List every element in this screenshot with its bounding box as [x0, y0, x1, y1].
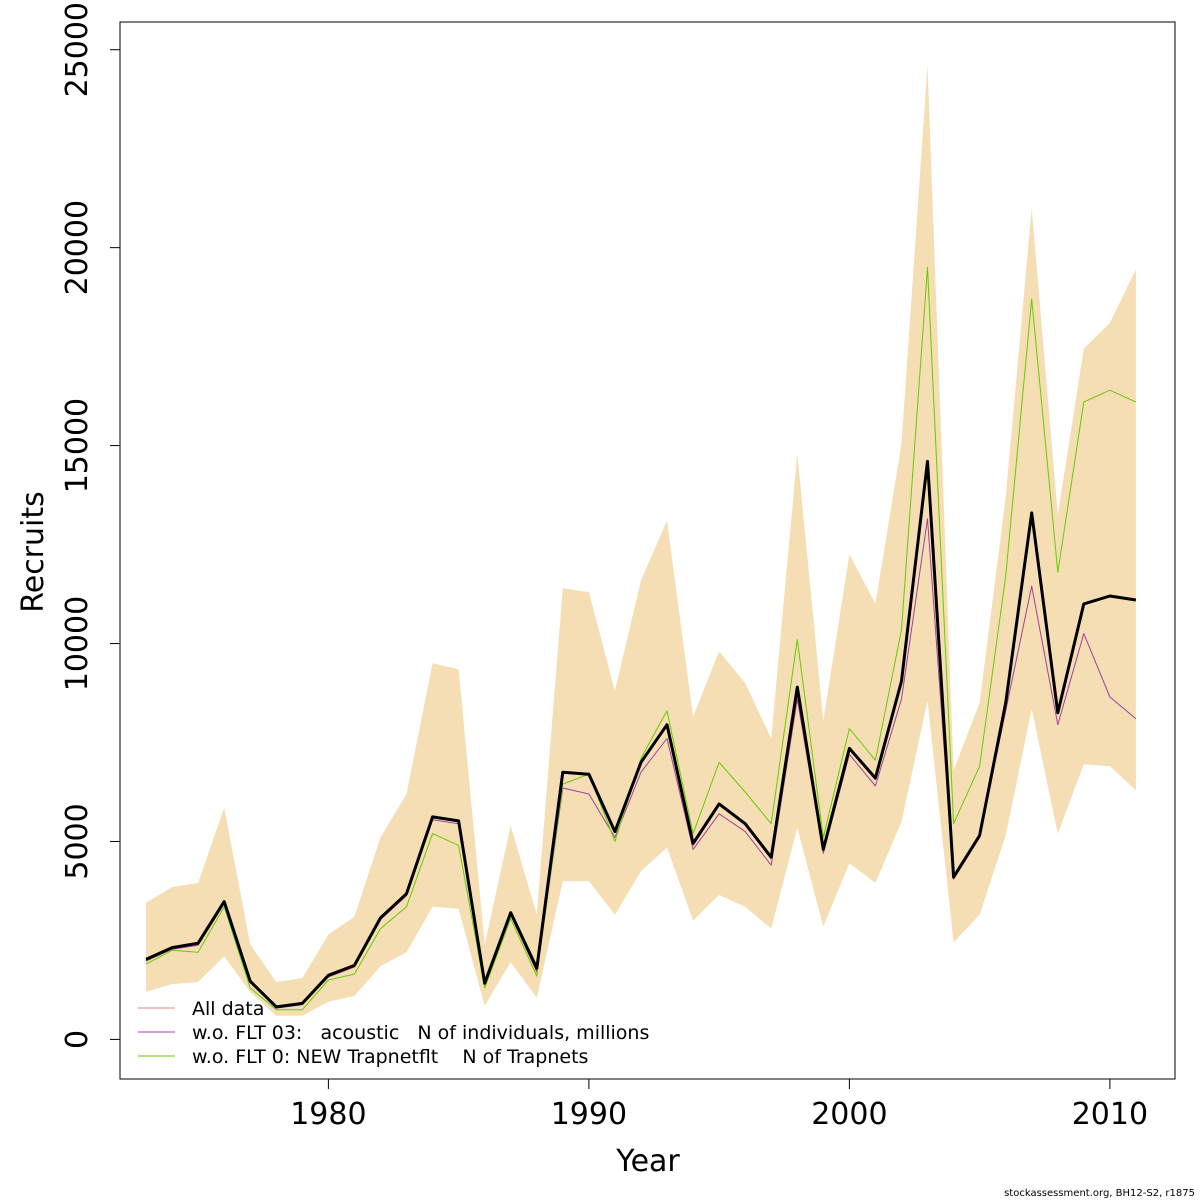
x-tick-label: 2000 [811, 1097, 887, 1132]
x-tick-label: 2010 [1072, 1097, 1148, 1132]
x-axis-title: Year [615, 1144, 680, 1179]
y-tick-label: 15000 [60, 398, 95, 493]
legend-label: w.o. FLT 03: acoustic N of individuals, … [192, 1022, 649, 1044]
confidence-band [146, 65, 1136, 1016]
y-axis-title: Recruits [16, 491, 51, 613]
series-line-4 [145, 459, 1137, 1009]
legend-item: All data [138, 998, 264, 1020]
y-tick-label: 5000 [60, 803, 95, 879]
x-tick-label: 1990 [551, 1097, 627, 1132]
footer-credit: stockassessment.org, BH12-S2, r1875 [1004, 1188, 1195, 1199]
legend-item: w.o. FLT 0: NEW Trapnetflt N of Trapnets [138, 1046, 588, 1068]
series-layer [145, 266, 1137, 1011]
series-line-3 [145, 266, 1137, 1011]
y-tick-label: 0 [60, 1030, 95, 1049]
legend-label: w.o. FLT 0: NEW Trapnetflt N of Trapnets [192, 1046, 588, 1068]
y-axis: 0 5000 10000 15000 20000 25000 [60, 2, 121, 1049]
legend-label: All data [192, 998, 264, 1020]
x-axis: 1980 1990 2000 2010 [290, 1078, 1148, 1132]
x-tick-label: 1980 [290, 1097, 366, 1132]
legend-item: w.o. FLT 03: acoustic N of individuals, … [138, 1022, 649, 1044]
y-tick-label: 25000 [60, 2, 95, 97]
y-tick-label: 20000 [60, 200, 95, 295]
y-tick-label: 10000 [60, 596, 95, 691]
confidence-band-layer [146, 65, 1136, 1016]
